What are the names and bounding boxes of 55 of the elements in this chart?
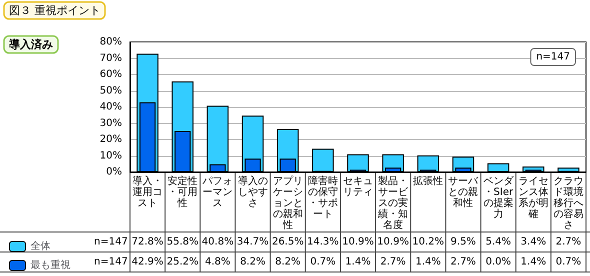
data-label: 55.8% — [166, 236, 199, 248]
y-tick-label: 50% — [100, 85, 122, 96]
data-label: 2.7% — [380, 256, 406, 268]
data-label: 14.3% — [307, 236, 339, 248]
data-label: 0.7% — [556, 256, 582, 268]
x-tick-label: 障害時の保守・サポート — [308, 175, 338, 220]
x-tick-label: 製品・サービスの実績・知名度 — [377, 175, 410, 231]
x-tick-label: 導入・運用コスト — [132, 175, 163, 209]
legend-label: 最も重視 — [30, 259, 70, 271]
y-tick-label: 30% — [100, 118, 122, 129]
y-tick-label: 0% — [106, 166, 122, 178]
annotation: n=147 — [536, 52, 570, 62]
x-tick-label: セキュリティ — [343, 176, 373, 198]
chart-title: 図３ 重視ポイント — [9, 4, 100, 17]
data-label: 5.4% — [486, 236, 512, 248]
y-tick-label: 60% — [100, 69, 122, 80]
data-label: 0.0% — [486, 256, 512, 268]
legend-label: 全体 — [30, 240, 50, 252]
y-tick-label: 10% — [100, 150, 122, 162]
x-tick-label: 安定性・可用性 — [168, 175, 198, 209]
x-tick-label: ベンダ・SIerの提案力 — [483, 175, 514, 220]
data-label: 8.2% — [240, 256, 266, 268]
y-tick-label: 80% — [100, 36, 122, 48]
y-tick-label: 70% — [100, 52, 122, 64]
text: n=147 — [94, 236, 128, 248]
data-label: 2.7% — [450, 256, 476, 268]
data-label: 72.8% — [132, 236, 164, 248]
y-tick-label: 20% — [100, 134, 122, 145]
data-label: 0.7% — [310, 256, 336, 268]
x-tick-label: 導入のしやすさ — [238, 175, 268, 209]
data-label: 1.4% — [345, 256, 371, 268]
data-label: 26.5% — [272, 236, 304, 248]
text: 導入済み — [8, 38, 53, 51]
x-tick-label: アプリケーションとの親和性 — [272, 175, 303, 231]
data-label: 10.9% — [342, 236, 374, 248]
data-label: 4.8% — [204, 256, 230, 268]
x-tick-label: 拡張性 — [413, 175, 444, 187]
x-tick-label: パフォーマンス — [202, 176, 233, 209]
data-label: 1.4% — [415, 256, 441, 268]
text: n=147 — [94, 256, 128, 268]
data-label: 10.2% — [412, 236, 444, 248]
x-tick-label: ライセンス体系が明確 — [518, 176, 548, 220]
data-label: 8.2% — [275, 256, 301, 268]
x-tick-label: クラウド環境移行への容易さ — [553, 176, 584, 231]
data-label: 1.4% — [520, 256, 546, 268]
data-label: 34.7% — [236, 236, 269, 248]
data-label: 10.9% — [377, 236, 409, 248]
data-label: 3.4% — [520, 236, 546, 248]
data-label: 2.7% — [556, 236, 582, 248]
data-label: 40.8% — [202, 236, 234, 248]
data-label: 9.5% — [450, 236, 476, 248]
x-tick-label: サーバとの親和性 — [448, 176, 480, 209]
data-label: 25.2% — [166, 256, 199, 268]
data-label: 42.9% — [132, 256, 164, 268]
y-tick-label: 40% — [100, 102, 122, 112]
